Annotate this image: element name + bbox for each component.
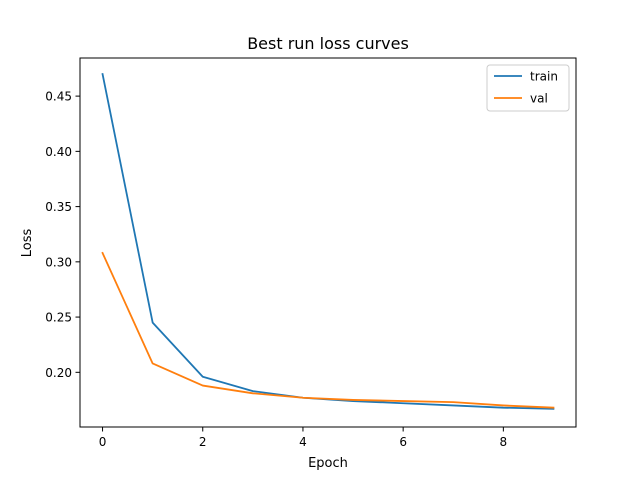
y-tick-label: 0.20 bbox=[45, 366, 72, 380]
legend-label-train: train bbox=[530, 70, 558, 84]
y-tick-label: 0.25 bbox=[45, 311, 72, 325]
y-axis-label: Loss bbox=[20, 229, 35, 258]
axes-frame bbox=[79, 57, 577, 428]
y-tick-label: 0.30 bbox=[45, 255, 72, 269]
x-tick-label: 2 bbox=[199, 435, 207, 449]
chart-title: Best run loss curves bbox=[247, 34, 409, 53]
x-tick-label: 0 bbox=[99, 435, 107, 449]
series-line-val bbox=[101, 251, 555, 409]
y-tick-label: 0.40 bbox=[45, 145, 72, 159]
x-axis: 0 2 4 6 8 bbox=[99, 427, 507, 449]
x-axis-label: Epoch bbox=[308, 456, 348, 471]
y-tick-label: 0.35 bbox=[45, 200, 72, 214]
x-tick-label: 6 bbox=[399, 435, 407, 449]
legend: train val bbox=[486, 64, 570, 112]
legend-label-val: val bbox=[530, 92, 548, 106]
y-tick-label: 0.45 bbox=[45, 90, 72, 104]
x-tick-label: 8 bbox=[500, 435, 508, 449]
plot-area bbox=[101, 72, 555, 410]
x-tick-label: 4 bbox=[299, 435, 307, 449]
y-axis: 0.20 0.25 0.30 0.35 0.40 0.45 bbox=[45, 90, 80, 380]
